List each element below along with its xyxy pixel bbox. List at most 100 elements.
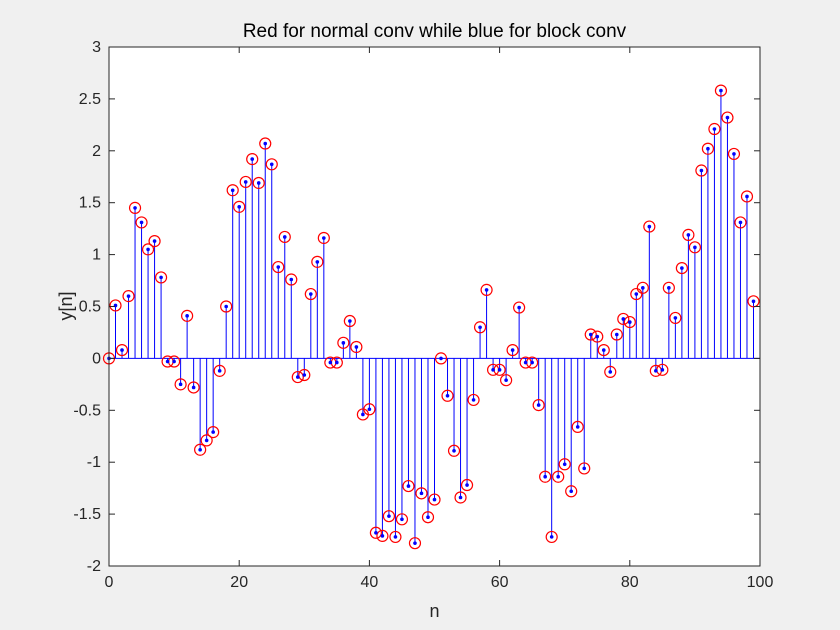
red-circle-marker [291,370,304,384]
stem-lines [109,90,760,544]
red-circle-marker [311,255,324,268]
blue-dot-marker [172,359,176,364]
blue-dot-marker [725,115,730,120]
blue-dot-marker [120,348,124,352]
blue-dot-marker [458,495,463,500]
blue-dot-marker [732,152,736,156]
blue-dot-marker [282,235,287,239]
blue-dot-marker [198,447,202,452]
blue-dot-marker [543,474,547,479]
red-circle-marker [740,190,754,203]
blue-dot-marker [328,360,333,365]
red-circle-marker [630,287,643,301]
blue-dot-marker [289,277,294,282]
blue-dot-marker [309,292,313,296]
red-circle-marker [584,328,597,341]
blue-dot-marker [478,325,482,330]
red-circle-marker [259,137,272,150]
red-circle-marker [636,281,649,294]
blue-dot-marker [517,305,521,310]
red-circle-marker [675,261,688,275]
red-circle-marker [643,220,656,233]
blue-dot-marker [243,180,248,184]
red-circle-marker [246,153,259,166]
blue-dot-marker [406,484,411,488]
y-tick-label: 2 [92,143,101,160]
red-circle-marker [415,487,428,500]
red-circle-marker [688,241,702,254]
red-circle-marker [532,399,545,412]
red-circle-marker [473,321,487,334]
x-axis-ticks: 0 20 40 60 80 100 [105,47,773,591]
blue-dot-marker [614,332,619,337]
red-circle-marker [154,271,168,284]
red-circle-marker [747,295,760,308]
red-circle-marker [278,230,291,244]
blue-dot-marker [504,378,508,382]
red-circle-marker [350,340,363,354]
red-circle-marker [662,281,675,294]
blue-dot-marker [549,535,554,539]
blue-dot-marker [387,514,391,518]
y-tick-label: -2 [87,558,101,575]
blue-dot-marker [276,265,281,269]
blue-dot-marker [146,247,150,252]
red-circle-marker [454,491,467,504]
blue-dot-marker [295,375,300,379]
blue-dot-marker [204,438,209,443]
red-circle-marker [701,142,715,155]
red-circle-marker [265,158,278,171]
red-circle-marker [369,526,383,539]
red-circle-marker [610,328,623,341]
red-circle-marker [174,378,187,391]
blue-dot-marker [432,497,437,502]
blue-dot-marker [211,430,215,434]
blue-dot-marker [419,491,424,496]
x-tick-label: 40 [361,574,379,591]
chart-title: Red for normal conv while blue for block… [243,21,627,42]
blue-dot-marker [536,403,541,407]
red-circle-marker [682,228,695,241]
blue-dot-marker [745,194,749,199]
blue-dot-marker [348,319,352,323]
red-circle-marker [408,537,422,550]
red-circle-marker [447,444,461,457]
blue-dot-marker [367,407,372,412]
y-tick-label: 0 [92,350,101,367]
blue-dot-marker [510,348,515,352]
blue-dot-marker [751,299,756,304]
blue-dot-marker [413,541,417,545]
red-circle-marker [304,287,317,301]
red-circle-marker [285,273,298,286]
blue-dot-marker [269,162,274,167]
blue-dot-marker [335,360,339,365]
red-circle-marker [148,235,161,248]
blue-dot-marker [680,266,684,270]
blue-dot-marker [569,489,574,494]
blue-dot-marker [139,220,144,225]
blue-dot-marker [673,316,678,320]
blue-dot-marker [439,356,443,361]
red-circle-marker [597,343,610,357]
red-circle-marker [220,300,233,313]
x-tick-label: 20 [230,574,248,591]
blue-dot-marker [523,360,528,365]
y-tick-label: -0.5 [73,402,101,419]
blue-dot-marker [699,168,704,173]
blue-dot-marker [738,220,743,225]
blue-dot-marker [152,239,157,243]
blue-dot-marker [575,425,580,429]
red-circle-marker [695,164,708,177]
red-circle-marker [500,374,513,387]
red-circle-marker [721,111,734,124]
blue-dot-marker [400,517,404,522]
red-circle-marker [578,462,591,475]
blue-dot-marker [712,127,717,131]
red-circle-marker [376,529,389,542]
red-circle-marker [115,343,129,357]
red-circle-marker [539,470,552,483]
blue-dot-marker [256,181,261,185]
blue-dot-marker [491,368,495,372]
